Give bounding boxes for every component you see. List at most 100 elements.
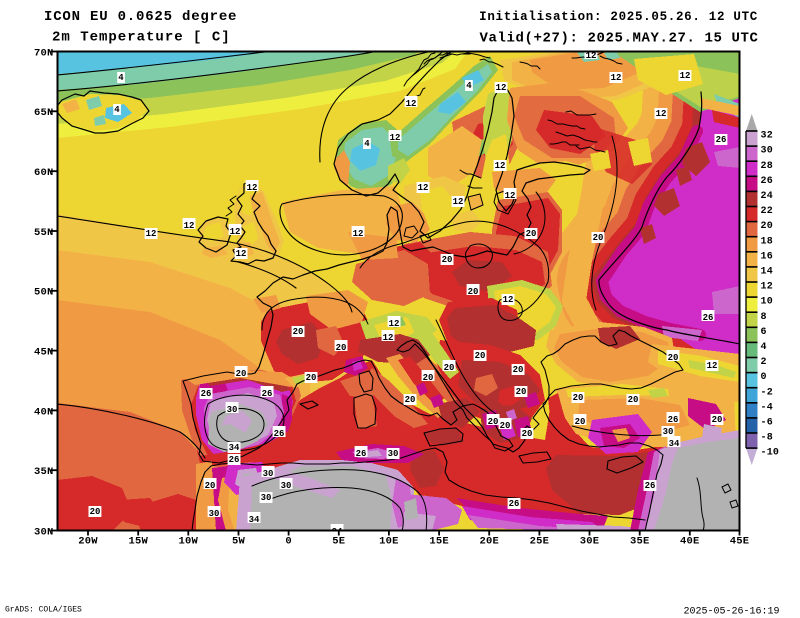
svg-text:-4: -4	[761, 402, 773, 413]
svg-text:8: 8	[761, 312, 767, 323]
svg-text:55N: 55N	[34, 227, 54, 239]
svg-text:20: 20	[90, 507, 101, 517]
svg-text:30E: 30E	[580, 536, 600, 548]
svg-text:15E: 15E	[429, 536, 449, 548]
svg-text:20: 20	[575, 417, 586, 427]
svg-text:2: 2	[761, 357, 767, 368]
svg-text:20: 20	[516, 387, 527, 397]
svg-text:34: 34	[229, 443, 240, 453]
svg-text:4: 4	[114, 105, 120, 115]
svg-text:32: 32	[761, 131, 773, 142]
svg-text:12: 12	[353, 229, 364, 239]
svg-text:14: 14	[761, 267, 773, 278]
svg-text:20: 20	[712, 415, 723, 425]
svg-text:20: 20	[761, 221, 773, 232]
svg-text:34: 34	[669, 439, 680, 449]
svg-text:12: 12	[247, 183, 258, 193]
svg-text:20: 20	[444, 363, 455, 373]
svg-text:ICON EU 0.0625 degree: ICON EU 0.0625 degree	[44, 9, 237, 25]
svg-text:30: 30	[261, 493, 272, 503]
svg-text:20E: 20E	[479, 536, 499, 548]
svg-text:12: 12	[406, 99, 417, 109]
svg-text:20: 20	[236, 369, 247, 379]
svg-text:20: 20	[306, 373, 317, 383]
svg-text:30N: 30N	[34, 526, 54, 538]
svg-text:20: 20	[628, 395, 639, 405]
svg-text:15W: 15W	[128, 536, 148, 548]
svg-text:12: 12	[184, 221, 195, 231]
svg-text:26: 26	[716, 135, 727, 145]
svg-text:20: 20	[513, 365, 524, 375]
svg-text:GrADS: COLA/IGES: GrADS: COLA/IGES	[5, 606, 82, 615]
svg-text:26: 26	[668, 415, 679, 425]
svg-text:30: 30	[388, 449, 399, 459]
svg-text:26: 26	[201, 389, 212, 399]
svg-text:26: 26	[509, 499, 520, 509]
svg-text:45E: 45E	[730, 536, 750, 548]
svg-text:5W: 5W	[232, 536, 246, 548]
svg-text:26: 26	[274, 429, 285, 439]
svg-text:35N: 35N	[34, 466, 54, 478]
svg-text:12: 12	[495, 161, 506, 171]
svg-text:10W: 10W	[179, 536, 199, 548]
svg-text:20: 20	[423, 373, 434, 383]
svg-text:26: 26	[229, 455, 240, 465]
svg-text:24: 24	[761, 191, 773, 202]
svg-text:12: 12	[586, 51, 597, 61]
svg-text:5E: 5E	[332, 536, 345, 548]
svg-text:12: 12	[656, 109, 667, 119]
svg-text:12: 12	[503, 295, 514, 305]
svg-text:35E: 35E	[630, 536, 650, 548]
svg-text:12: 12	[505, 191, 516, 201]
svg-text:45N: 45N	[34, 347, 54, 359]
svg-text:40E: 40E	[680, 536, 700, 548]
svg-text:26: 26	[761, 176, 773, 187]
svg-text:30: 30	[663, 427, 674, 437]
svg-text:30: 30	[209, 509, 220, 519]
svg-text:10E: 10E	[379, 536, 399, 548]
svg-text:20: 20	[668, 353, 679, 363]
svg-text:20: 20	[573, 393, 584, 403]
svg-text:30: 30	[761, 146, 773, 157]
svg-text:12: 12	[389, 319, 400, 329]
svg-text:12: 12	[390, 133, 401, 143]
svg-text:12: 12	[146, 229, 157, 239]
svg-text:Valid(+27): 2025.MAY.27. 15 UT: Valid(+27): 2025.MAY.27. 15 UTC	[479, 31, 758, 47]
svg-text:0: 0	[761, 372, 767, 383]
svg-text:34: 34	[249, 515, 260, 525]
svg-text:20: 20	[468, 287, 479, 297]
svg-text:12: 12	[761, 282, 773, 293]
svg-text:20: 20	[522, 429, 533, 439]
svg-text:12: 12	[496, 83, 507, 93]
svg-text:28: 28	[761, 161, 773, 172]
svg-text:4: 4	[466, 81, 472, 91]
svg-text:Initialisation: 2025.05.26. 12: Initialisation: 2025.05.26. 12 UTC	[479, 10, 758, 24]
svg-text:4: 4	[761, 342, 767, 353]
svg-text:60N: 60N	[34, 167, 54, 179]
svg-text:22: 22	[761, 206, 773, 217]
svg-text:26: 26	[645, 481, 656, 491]
svg-text:12: 12	[611, 73, 622, 83]
svg-text:20: 20	[500, 421, 511, 431]
svg-text:30: 30	[281, 481, 292, 491]
svg-text:30: 30	[263, 469, 274, 479]
svg-text:18: 18	[761, 236, 773, 247]
svg-text:12: 12	[418, 183, 429, 193]
svg-text:20: 20	[475, 351, 486, 361]
svg-text:25E: 25E	[530, 536, 550, 548]
svg-text:30: 30	[227, 405, 238, 415]
svg-text:20: 20	[488, 417, 499, 427]
svg-text:-8: -8	[761, 433, 773, 444]
svg-text:12: 12	[383, 333, 394, 343]
svg-text:50N: 50N	[34, 287, 54, 299]
svg-text:20: 20	[593, 233, 604, 243]
svg-text:26: 26	[262, 389, 273, 399]
svg-text:-6: -6	[761, 418, 773, 429]
svg-text:65N: 65N	[34, 107, 54, 119]
svg-text:-10: -10	[761, 448, 780, 459]
svg-text:26: 26	[356, 449, 367, 459]
svg-text:12: 12	[680, 71, 691, 81]
svg-text:4: 4	[118, 73, 124, 83]
svg-text:20W: 20W	[78, 536, 98, 548]
svg-text:4: 4	[364, 139, 370, 149]
